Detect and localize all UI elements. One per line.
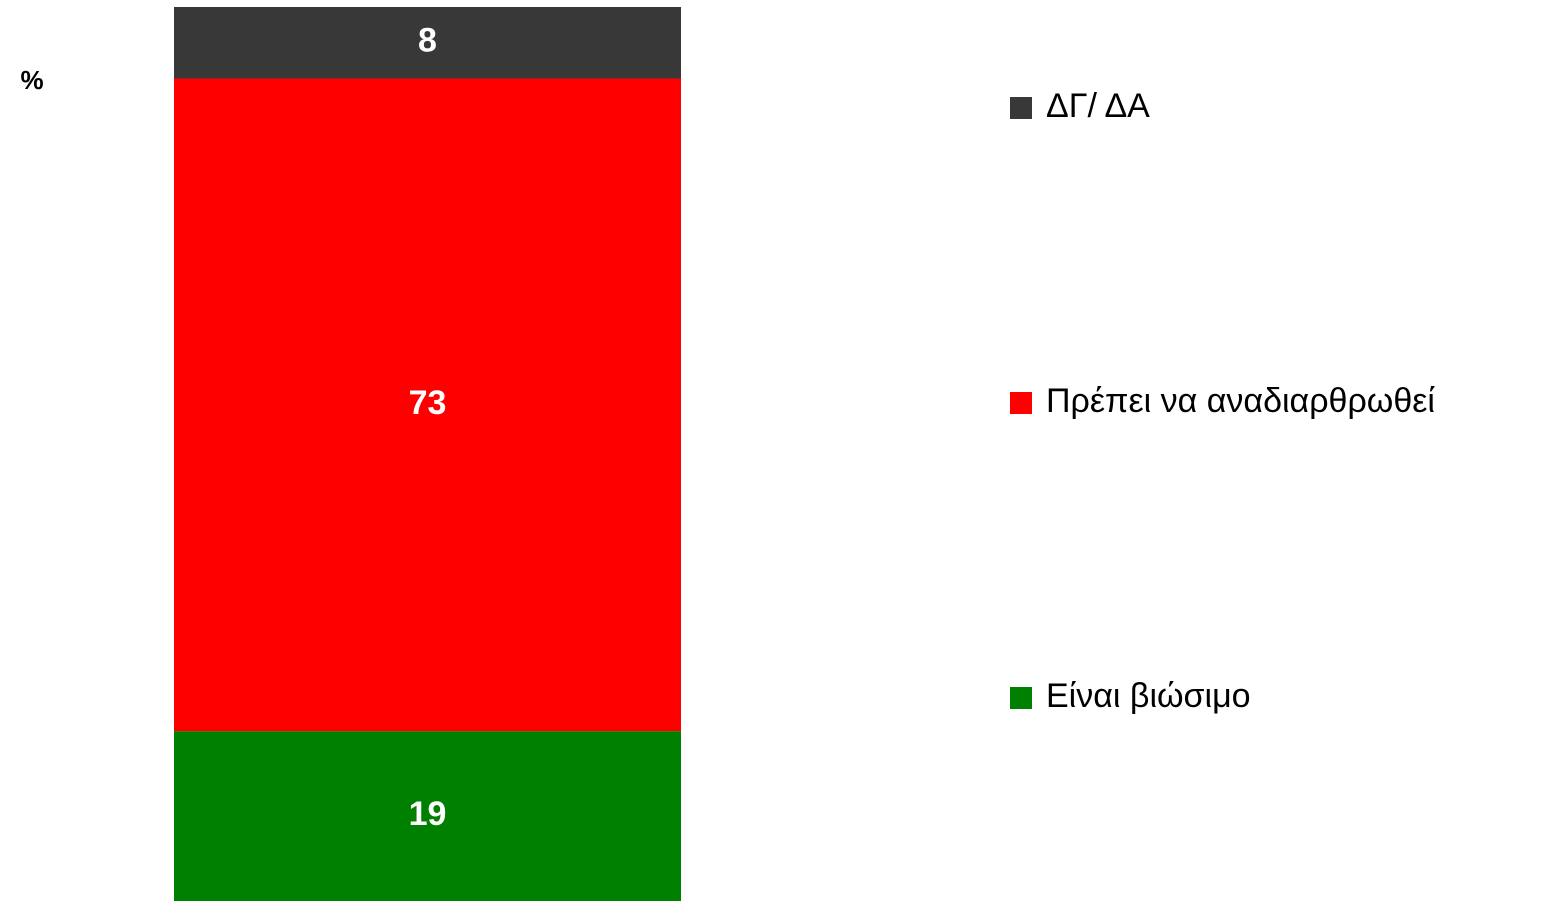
legend-label: Είναι βιώσιμο xyxy=(1046,677,1251,715)
bar-segment xyxy=(174,7,681,79)
legend-swatch xyxy=(1010,687,1032,709)
legend-label: Πρέπει να αναδιαρθρωθεί xyxy=(1046,382,1435,420)
bar-segment xyxy=(174,78,681,732)
data-label: 19 xyxy=(409,795,447,833)
bar-segment xyxy=(174,731,681,901)
legend-label: ΔΓ/ ΔΑ xyxy=(1046,87,1150,125)
legend-swatch xyxy=(1010,392,1032,414)
data-label: 73 xyxy=(409,384,447,422)
legend-swatch xyxy=(1010,97,1032,119)
unit-label: % xyxy=(20,65,43,95)
data-label: 8 xyxy=(418,22,437,60)
